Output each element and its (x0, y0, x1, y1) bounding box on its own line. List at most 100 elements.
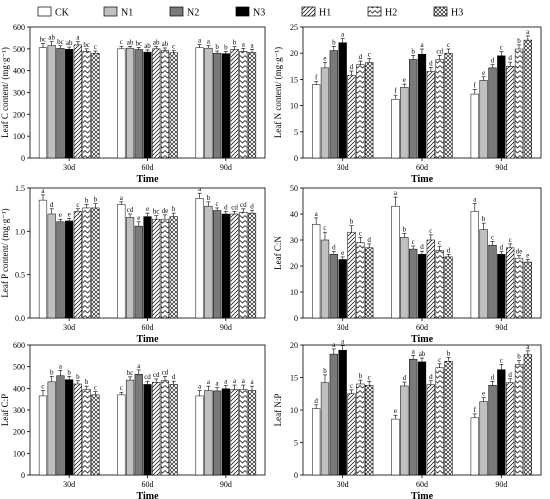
legend-swatch-h1 (301, 6, 316, 17)
y-tick-label: 1.0 (15, 227, 25, 236)
significance-letter: c (323, 224, 326, 232)
x-tick-label: 30d (63, 480, 75, 489)
significance-letter: d (491, 373, 495, 381)
bar-n2 (329, 254, 338, 319)
bar-h3 (365, 62, 374, 159)
x-tick-label: 60d (142, 163, 154, 172)
significance-letter: a (137, 362, 141, 370)
x-tick-label: 30d (63, 323, 75, 332)
legend-label-h2: H2 (385, 8, 397, 19)
bar-h1 (230, 49, 239, 159)
significance-letter: ab (66, 39, 73, 47)
significance-letter: bc (40, 35, 47, 43)
bar-ck (195, 198, 204, 319)
y-tick-label: 5 (294, 439, 298, 448)
bar-h2 (82, 51, 91, 159)
y-tick-label: 100 (13, 449, 25, 458)
bar-ck (117, 48, 126, 159)
x-tick-label: 60d (416, 163, 428, 172)
significance-letter: c (438, 356, 441, 364)
bar-h1 (230, 389, 239, 476)
significance-letter: b (332, 38, 336, 46)
significance-letter: a (59, 362, 63, 370)
significance-letter: cd (240, 201, 247, 209)
legend-swatch-h2 (367, 6, 382, 17)
y-axis-label: Leaf P content/ (mg·g⁻¹) (0, 208, 10, 297)
significance-letter: c (350, 382, 353, 390)
y-tick-label: 0 (294, 314, 298, 323)
significance-letter: a (420, 41, 424, 49)
significance-letter: cd (162, 368, 169, 376)
significance-letter: c (94, 384, 97, 392)
significance-letter: a (315, 210, 319, 218)
y-tick-label: 400 (13, 67, 25, 76)
bar-n1 (125, 379, 135, 476)
x-axis-label: Time (136, 491, 159, 499)
bar-n3 (65, 49, 74, 159)
bar-ck (470, 211, 479, 319)
bar-h3 (91, 207, 100, 319)
bar-h2 (435, 250, 444, 319)
bar-h2 (514, 48, 524, 159)
bar-h3 (169, 52, 178, 159)
bar-n3 (143, 216, 152, 319)
x-tick-label: 60d (142, 323, 154, 332)
significance-letter: d (508, 371, 512, 379)
y-tick-label: 200 (13, 428, 25, 437)
y-axis-label: Leaf N:P (273, 394, 283, 427)
significance-letter: a (332, 341, 336, 349)
bar-h3 (247, 212, 257, 319)
bar-h1 (426, 239, 435, 319)
significance-letter: c (438, 239, 441, 247)
significance-letter: e (59, 211, 62, 219)
y-tick-label: 50 (290, 184, 298, 193)
bar-n1 (400, 87, 409, 159)
significance-letter: a (120, 194, 124, 202)
significance-letter: c (216, 200, 219, 208)
bar-n2 (56, 48, 65, 159)
x-tick-label: 90d (495, 480, 507, 489)
bar-h1 (152, 218, 161, 319)
significance-letter: d (224, 203, 228, 211)
significance-letter: c (368, 50, 371, 58)
significance-letter: c (120, 38, 123, 46)
significance-letter: b (85, 196, 89, 204)
bar-h2 (160, 50, 170, 159)
bar-n2 (329, 50, 338, 159)
y-tick-label: 0 (21, 154, 25, 163)
bar-n1 (320, 382, 330, 476)
legend-label-ck: CK (55, 8, 70, 19)
y-tick-label: 100 (13, 132, 25, 141)
y-tick-label: 0 (294, 154, 298, 163)
significance-letter: c (500, 357, 503, 365)
y-tick-label: 400 (13, 384, 25, 393)
legend-label-h3: H3 (451, 8, 463, 19)
bar-n3 (338, 42, 347, 159)
bar-h2 (160, 380, 170, 476)
bar-h3 (169, 384, 178, 476)
significance-letter: a (198, 185, 202, 193)
y-tick-label: 5 (294, 128, 298, 137)
significance-letter: b (207, 194, 211, 202)
bar-ck (38, 199, 48, 319)
significance-letter: a (207, 38, 211, 46)
significance-letter: de (516, 248, 523, 256)
significance-letter: a (41, 187, 45, 195)
significance-letter: a (250, 41, 254, 49)
significance-letter: ab (419, 350, 426, 358)
significance-letter: b (447, 349, 451, 357)
significance-letter: d (508, 54, 512, 62)
y-tick-label: 20 (290, 49, 298, 58)
significance-letter: b (403, 226, 407, 234)
significance-letter: b (67, 368, 71, 376)
significance-letter: c (500, 44, 503, 52)
bar-h1 (347, 393, 356, 476)
y-tick-label: 0.5 (15, 271, 25, 280)
significance-letter: a (394, 189, 398, 197)
bar-n1 (125, 217, 135, 319)
bar-ck (117, 394, 126, 476)
significance-letter: c (359, 229, 362, 237)
